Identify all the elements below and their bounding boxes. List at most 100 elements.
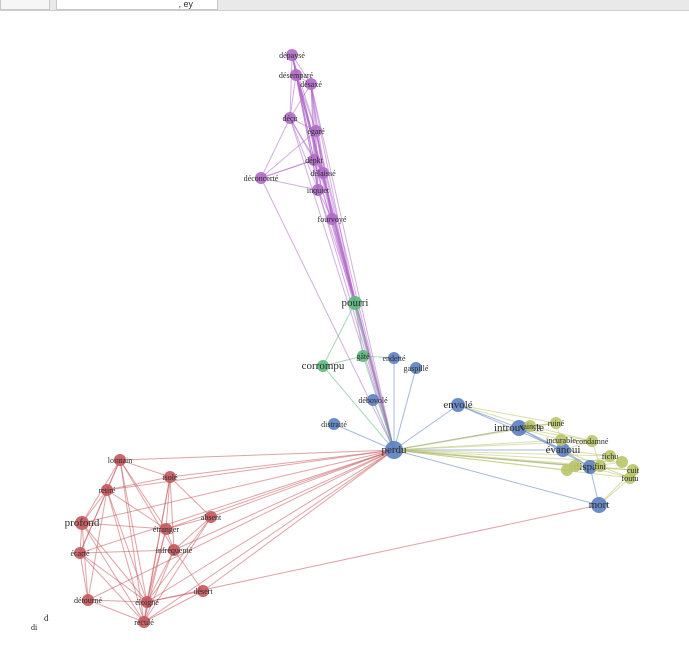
edge-per-ec [79,449,395,554]
node-circle-rec[interactable] [138,616,150,628]
node-circle-dex[interactable] [305,78,317,90]
node-circle-gat[interactable] [357,350,369,362]
node-circle-lou[interactable] [114,454,126,466]
node-circle-dco[interactable] [255,172,267,184]
node-gat[interactable]: gâté [356,350,370,362]
node-circle-dl[interactable] [317,167,329,179]
node-circle-dis[interactable] [328,418,340,430]
node-dis[interactable]: distraité [321,418,347,430]
node-cor[interactable]: corrompu [302,360,345,372]
node-circle-gas[interactable] [410,362,422,374]
edge-ec-inf [79,549,175,554]
tab-1[interactable] [0,0,50,10]
node-fou[interactable]: fourvoyé [318,213,347,225]
node-ega[interactable]: égaré [307,125,325,137]
node-gas[interactable]: gaspillé [404,362,429,374]
edge-pou-gat [354,302,364,357]
node-label-gas: gaspillé [404,364,429,373]
node-circle-mor[interactable] [591,497,607,513]
edge-per-dto [87,449,395,601]
node-pro[interactable]: profond [65,516,100,530]
node-circle-o11[interactable] [616,456,628,468]
node-pou[interactable]: pourri [342,296,369,310]
node-o6[interactable]: fini [594,460,606,472]
node-dex[interactable]: désaxé [300,78,322,90]
node-o10[interactable] [561,464,573,476]
node-end[interactable]: endetté [382,352,406,364]
node-per[interactable]: perdu [381,441,407,459]
node-circle-o1[interactable] [550,417,562,429]
node-circle-pou[interactable] [348,296,362,310]
node-lou[interactable]: lointain [108,454,132,466]
node-circle-o5[interactable] [604,450,616,462]
node-label-end: endetté [382,354,406,363]
node-o5[interactable]: fichu [602,450,618,462]
node-elo[interactable]: éloigné [135,596,159,608]
node-pk[interactable]: dépkt [305,154,324,166]
node-circle-ec[interactable] [74,547,86,559]
node-dse[interactable]: désert [193,585,213,597]
node-inf[interactable]: infréquenté [156,544,193,556]
node-eva[interactable]: évanoui [546,443,581,457]
node-circle-int[interactable] [511,420,527,436]
node-o8[interactable]: cuit [627,464,640,476]
node-circle-dto[interactable] [82,594,94,606]
node-circle-dse[interactable] [197,585,209,597]
node-circle-o10[interactable] [561,464,573,476]
edge-inf-dse [173,549,204,592]
node-ret[interactable]: retiré [99,484,116,496]
node-circle-etr[interactable] [160,523,172,535]
node-mor[interactable]: mort [589,497,610,513]
node-circle-ret[interactable] [101,484,113,496]
edge-per-dse [202,449,395,592]
node-deb[interactable]: débovolé [358,394,388,406]
node-circle-inq[interactable] [312,184,324,196]
node-ec[interactable]: écarté [70,547,90,559]
node-inq[interactable]: inquiet [307,184,330,196]
node-des[interactable]: désemparé [279,69,314,81]
node-circle-env[interactable] [451,398,465,412]
node-circle-end[interactable] [388,352,400,364]
node-dl[interactable]: délaissé [310,167,336,179]
node-circle-abs[interactable] [205,511,217,523]
node-circle-o6[interactable] [594,460,606,472]
node-circle-per[interactable] [385,441,403,459]
node-circle-o4[interactable] [586,435,598,447]
node-circle-o8[interactable] [627,464,639,476]
node-circle-eva[interactable] [556,443,570,457]
node-o11[interactable] [616,456,628,468]
node-ise[interactable]: isolé [162,471,178,483]
node-circle-elo[interactable] [141,596,153,608]
node-circle-ise[interactable] [164,471,176,483]
node-circle-dpa[interactable] [583,460,597,474]
node-circle-ega[interactable] [310,125,322,137]
node-dco[interactable]: déconcerté [244,172,279,184]
node-circle-o2[interactable] [524,420,536,432]
node-circle-pk[interactable] [308,154,320,166]
node-circle-inf[interactable] [168,544,180,556]
node-label-o5: fichu [602,452,618,461]
node-o1[interactable]: ruiné [548,417,565,429]
node-dec[interactable]: déçu [282,112,298,124]
node-circle-fou[interactable] [326,213,338,225]
node-dep[interactable]: dépaysé [279,49,305,61]
node-o3[interactable]: incurable [546,434,576,446]
node-circle-pro[interactable] [75,516,89,530]
edge-cor-per [322,365,395,451]
edge-ret-rec [106,489,145,623]
node-rec[interactable]: reculé [134,616,154,628]
node-circle-des[interactable] [290,69,302,81]
node-etr[interactable]: étranger [153,523,180,535]
tab-2[interactable]: , ey [56,0,218,10]
node-o2[interactable]: vaincu [519,420,541,432]
node-circle-cor[interactable] [317,360,329,372]
node-circle-o3[interactable] [555,434,567,446]
node-o4[interactable]: condamné [576,435,609,447]
node-dto[interactable]: détourné [74,594,102,606]
node-circle-dep[interactable] [286,49,298,61]
node-circle-deb[interactable] [367,394,379,406]
node-circle-dec[interactable] [284,112,296,124]
edge-pro-elo [81,522,148,603]
node-env[interactable]: envolé [443,398,473,412]
node-abs[interactable]: absent [201,511,222,523]
